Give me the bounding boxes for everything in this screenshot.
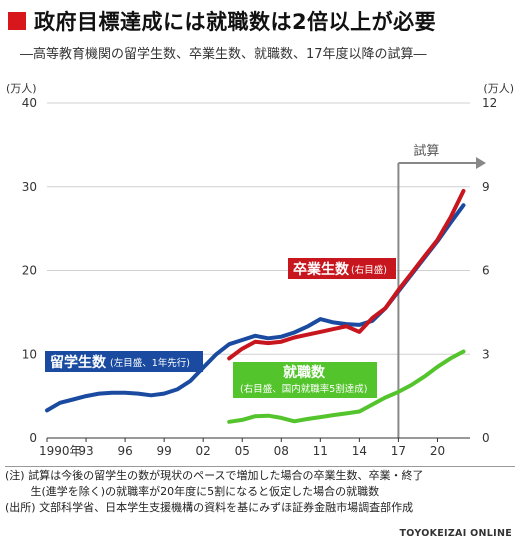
title-marker [8, 12, 26, 30]
x-tick-label: 20 [430, 444, 445, 458]
left-axis-unit: (万人) [6, 82, 37, 95]
series-label: 卒業生数 [293, 261, 350, 278]
x-tick-label: 02 [196, 444, 211, 458]
x-tick-label: 99 [156, 444, 171, 458]
label-box [233, 362, 377, 398]
x-tick-label: 11 [313, 444, 328, 458]
chart-subtitle: ―高等教育機関の留学生数、卒業生数、就職数、17年度以降の試算― [20, 47, 427, 62]
chart-title: 政府目標達成には就職数は2倍以上が必要 [34, 10, 437, 34]
note-line: 生(進学を除く)の就職率が20年度に5割になると仮定した場合の就職数 [5, 485, 380, 498]
right-tick-label: 3 [482, 347, 490, 361]
left-tick-label: 30 [22, 180, 37, 194]
x-tick-label: 05 [235, 444, 250, 458]
x-tick-label: 08 [274, 444, 289, 458]
right-tick-label: 9 [482, 180, 490, 194]
series-line [227, 188, 466, 361]
notes: (注) 試算は今後の留学生の数が現状のペースで増加した場合の卒業生数、卒業・終了… [5, 468, 424, 516]
x-tick-label: 96 [117, 444, 132, 458]
right-tick-label: 6 [482, 264, 490, 278]
label-box [45, 351, 203, 372]
notes-divider [5, 466, 515, 467]
left-tick-label: 40 [22, 96, 37, 110]
right-tick-label: 12 [482, 96, 497, 110]
left-tick-label: 0 [29, 431, 37, 445]
left-tick-label: 20 [22, 264, 37, 278]
note-line: (注) 試算は今後の留学生の数が現状のペースで増加した場合の卒業生数、卒業・終了 [5, 469, 424, 482]
series-label-note: (右目盛) [351, 264, 387, 276]
series-label-note: (左目盛、1年先行) [110, 357, 190, 369]
note-line: (出所) 文部科学省、日本学生支援機構の資料を基にみずほ証券金融市場調査部作成 [5, 501, 414, 514]
series-line [227, 349, 466, 424]
right-axis-unit: (万人) [483, 82, 514, 95]
projection-label: 試算 [413, 143, 439, 159]
label-box [288, 258, 396, 279]
series-labels: 留学生数 (左目盛、1年先行) 卒業生数 (右目盛) 就職数 (右目盛、国内就職率5割達成… [45, 258, 396, 398]
credit: TOYOKEIZAI ONLINE [399, 528, 512, 539]
x-tick-label: 14 [352, 444, 367, 458]
series-label: 就職数 [283, 364, 326, 381]
x-tick-label: 93 [78, 444, 93, 458]
x-tick-label: 1990年 [39, 444, 82, 458]
left-tick-label: 10 [22, 347, 37, 361]
projection-arrowhead [476, 157, 486, 169]
series-lines [45, 188, 466, 424]
series-label: 留学生数 [50, 354, 107, 371]
gridlines [47, 102, 470, 355]
x-tick-label: 17 [391, 444, 406, 458]
title-row: 政府目標達成には就職数は2倍以上が必要 [8, 6, 436, 36]
right-tick-label: 0 [482, 431, 490, 445]
series-label-note: (右目盛、国内就職率5割達成) [240, 383, 367, 395]
